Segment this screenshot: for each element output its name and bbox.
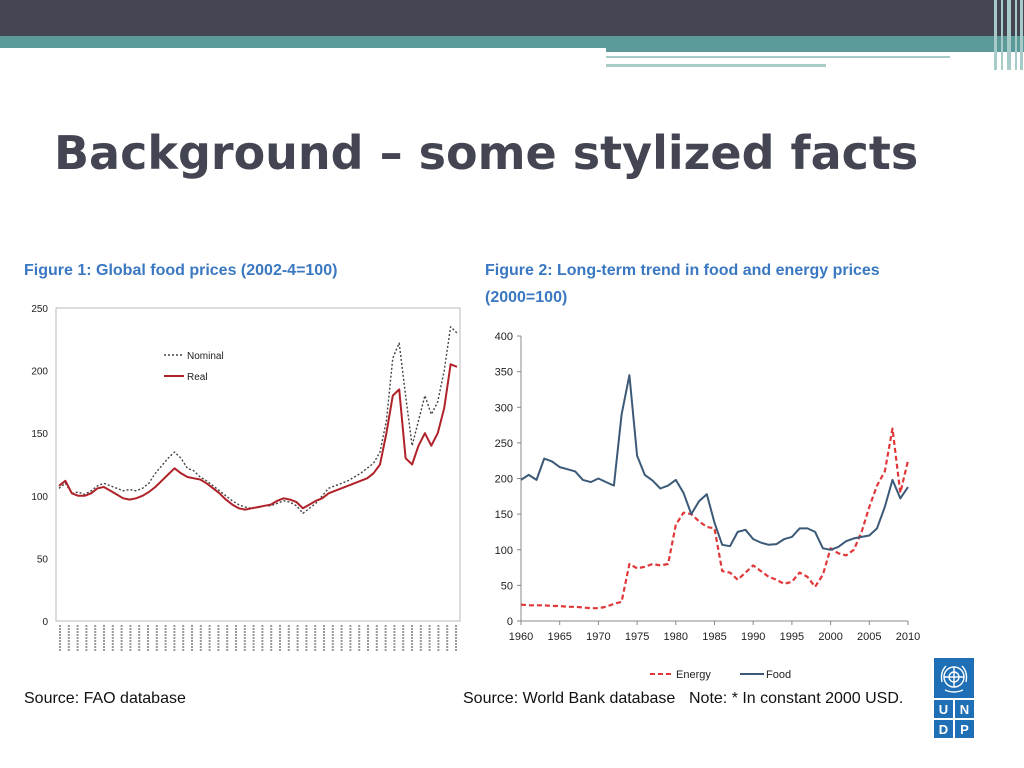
- header-thin-line-short: [606, 64, 826, 67]
- undp-letter-n: N: [960, 702, 969, 717]
- figure1-plot-area: [55, 307, 461, 622]
- figure2-source: Source: World Bank database: [463, 690, 676, 707]
- header-vertical-stripes: [992, 0, 1024, 70]
- figure2-x-tick-label: 1985: [702, 631, 726, 643]
- figure2-x-tick-label: 1970: [586, 631, 610, 643]
- un-emblem-icon: [940, 665, 968, 693]
- figure1-chart: 0 50 100 150 200 250 Nominal Real: [31, 304, 461, 651]
- figure2-y-tick-label: 0: [507, 616, 513, 628]
- figure2-y-tick-label: 300: [495, 402, 513, 414]
- header-thin-line: [606, 56, 950, 58]
- figure2-x-tick-label: 1965: [547, 631, 571, 643]
- figure2-x-tick-label: 2010: [896, 631, 920, 643]
- figure1-y-tick-label: 200: [31, 367, 48, 378]
- figure2-y-tick-label: 400: [495, 331, 513, 343]
- slide-title: Background – some stylized facts: [54, 126, 919, 180]
- header-accent-bar-secondary: [606, 48, 1024, 52]
- figure2-y-tick-label: 150: [495, 509, 513, 521]
- header-bar: [0, 0, 1024, 36]
- figure2-caption: Figure 2: Long-term trend in food and en…: [485, 257, 880, 311]
- figure2-x-tick-label: 2000: [818, 631, 842, 643]
- figure2-caption-line2: (2000=100): [485, 289, 568, 306]
- figure2-x-tick-label: 1975: [625, 631, 649, 643]
- figure1-series-real-line: [58, 363, 458, 511]
- figure2-x-tick-label: 1980: [664, 631, 688, 643]
- figure2-y-tick-label: 250: [495, 438, 513, 450]
- figure1-legend-label: Real: [187, 372, 208, 383]
- figure1-y-tick-label: 250: [31, 304, 48, 315]
- figure2-x-tick-label: 1995: [780, 631, 804, 643]
- undp-logo: U N D P: [934, 658, 974, 738]
- figure1-y-tick-label: 100: [31, 492, 48, 503]
- figure2-y-tick-label: 50: [501, 580, 513, 592]
- figure2-y-tick-label: 100: [495, 545, 513, 557]
- figure2-x-tick-label: 1960: [509, 631, 533, 643]
- figure1-y-tick-label: 150: [31, 429, 48, 440]
- figure2-legend-label: Energy: [676, 669, 711, 681]
- figure2-series-energy-line: [520, 427, 910, 610]
- figure1-source: Source: FAO database: [24, 690, 186, 707]
- figure2-series-food-line: [520, 374, 909, 551]
- figure1-caption: Figure 1: Global food prices (2002-4=100…: [24, 262, 338, 279]
- undp-letter-d: D: [939, 722, 948, 737]
- undp-letter-p: P: [960, 722, 969, 737]
- figure2-note: Note: * In constant 2000 USD.: [689, 690, 904, 707]
- figure2-x-tick-label: 1990: [741, 631, 765, 643]
- figure2-caption-line1: Figure 2: Long-term trend in food and en…: [485, 262, 880, 279]
- header-accent-bar: [0, 36, 1024, 48]
- figure1-y-tick-label: 50: [37, 554, 49, 565]
- figure2-chart: 0 50 100 150 200 250 300 350 400 1960 1965 1970 1975…: [495, 331, 921, 681]
- figure1-y-tick-label: 0: [42, 617, 48, 628]
- figure2-legend-label: Food: [766, 669, 791, 681]
- figure2-x-tick-label: 2005: [857, 631, 881, 643]
- undp-letter-u: U: [939, 702, 948, 717]
- figure2-y-tick-label: 350: [495, 367, 513, 379]
- figure2-y-tick-label: 200: [495, 474, 513, 486]
- figure1-legend-label: Nominal: [187, 351, 224, 362]
